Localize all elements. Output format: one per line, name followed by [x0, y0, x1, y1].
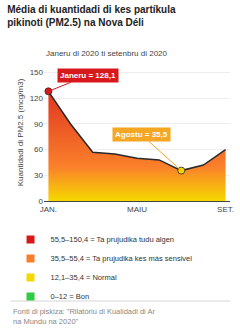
svg-text:0: 0	[39, 197, 44, 206]
svg-text:Média di kuantidadi di kes par: Média di kuantidadi di kes partíkulapiki…	[7, 4, 176, 28]
svg-text:12,1–35,4 = Normal: 12,1–35,4 = Normal	[51, 273, 117, 282]
svg-text:55,5–150,4 = Ta prujudika tudu: 55,5–150,4 = Ta prujudika tudu algen	[51, 235, 175, 244]
svg-text:MAIU: MAIU	[127, 205, 147, 214]
svg-text:Janeru = 128,1: Janeru = 128,1	[60, 71, 116, 80]
svg-text:Kuantidadi di PM2.5 (mcg/m3): Kuantidadi di PM2.5 (mcg/m3)	[16, 78, 25, 186]
svg-text:JAN.: JAN.	[40, 205, 57, 214]
svg-text:Agostu = 35,5: Agostu = 35,5	[115, 130, 168, 139]
svg-text:Janeru di 2020 ti setenbru di: Janeru di 2020 ti setenbru di 2020	[46, 49, 168, 58]
svg-text:120: 120	[30, 94, 44, 103]
svg-text:30: 30	[34, 171, 43, 180]
svg-text:Fonti di piskiza: "Rilatóriu d: Fonti di piskiza: "Rilatóriu di Kualidad…	[13, 307, 155, 326]
svg-text:35,5–55,4 = Ta prujudika kes m: 35,5–55,4 = Ta prujudika kes más sensive…	[51, 254, 193, 263]
svg-text:0–12 = Bon: 0–12 = Bon	[51, 292, 90, 301]
svg-text:150: 150	[30, 68, 44, 77]
svg-text:60: 60	[34, 145, 43, 154]
svg-text:SET.: SET.	[217, 205, 234, 214]
svg-text:90: 90	[34, 120, 43, 129]
